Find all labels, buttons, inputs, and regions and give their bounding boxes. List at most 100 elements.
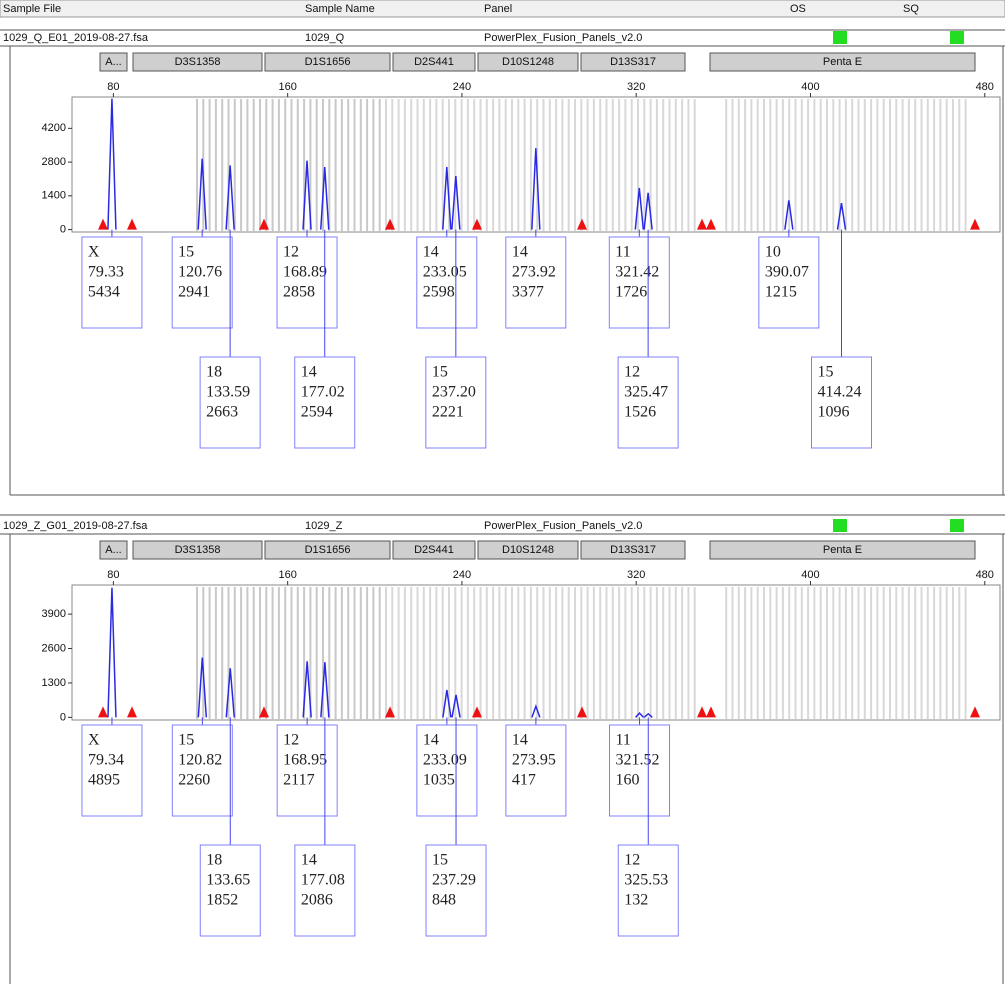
peak-label-box[interactable] xyxy=(416,724,478,817)
peak-label-box[interactable] xyxy=(505,724,567,817)
peak-label-box[interactable] xyxy=(171,724,233,817)
peak-label-box[interactable] xyxy=(617,844,679,937)
peak-label-box[interactable] xyxy=(81,236,143,329)
marker-button[interactable] xyxy=(99,540,128,560)
allele-label: 12 xyxy=(283,244,299,261)
size-standard-marker xyxy=(385,218,395,230)
os-indicator xyxy=(833,519,847,532)
size-standard-marker xyxy=(706,706,716,718)
peak-label-box[interactable] xyxy=(617,356,679,449)
sample-name: 1029_Q xyxy=(305,32,345,44)
sq-indicator xyxy=(950,31,964,44)
size-label: 273.95 xyxy=(512,752,556,769)
peak xyxy=(451,694,461,718)
peak xyxy=(225,668,236,718)
marker-label: D2S441 xyxy=(414,56,454,68)
size-label: 325.47 xyxy=(624,384,668,401)
size-label: 177.08 xyxy=(301,872,345,889)
peak xyxy=(451,175,461,230)
marker-button[interactable] xyxy=(264,52,391,72)
marker-button[interactable] xyxy=(392,540,476,560)
allele-label: 15 xyxy=(817,364,833,381)
peak-label-box[interactable] xyxy=(276,236,338,329)
size-label: 79.33 xyxy=(88,264,124,281)
peak xyxy=(107,587,117,718)
height-label: 2086 xyxy=(301,892,333,909)
allele-label: 18 xyxy=(206,364,222,381)
size-label: 414.24 xyxy=(817,384,861,401)
allele-label: 18 xyxy=(206,852,222,869)
marker-button[interactable] xyxy=(477,52,579,72)
marker-label: D1S1656 xyxy=(305,56,351,68)
size-label: 79.34 xyxy=(88,752,124,769)
height-label: 2941 xyxy=(178,284,210,301)
column-header xyxy=(0,0,1005,18)
marker-button[interactable] xyxy=(264,540,391,560)
plot-area xyxy=(71,584,1001,721)
marker-button[interactable] xyxy=(709,52,976,72)
peak-label-box[interactable] xyxy=(276,724,338,817)
size-label: 237.29 xyxy=(432,872,476,889)
marker-button[interactable] xyxy=(392,52,476,72)
allele-label: 14 xyxy=(301,852,317,869)
marker-label: Penta E xyxy=(823,56,862,68)
marker-button[interactable] xyxy=(99,52,128,72)
x-tick-label: 240 xyxy=(453,81,471,93)
peak-label-box[interactable] xyxy=(199,356,261,449)
peak-label-box[interactable] xyxy=(609,724,671,817)
y-tick-label: 1300 xyxy=(42,677,66,689)
x-tick-label: 240 xyxy=(453,569,471,581)
peak xyxy=(319,167,330,230)
peak-label-box[interactable] xyxy=(425,356,487,449)
peak-label-box[interactable] xyxy=(758,236,820,329)
peak-label-box[interactable] xyxy=(505,236,567,329)
height-label: 5434 xyxy=(88,284,120,301)
height-label: 2598 xyxy=(423,284,455,301)
size-label: 325.53 xyxy=(624,872,668,889)
size-standard-marker xyxy=(385,706,395,718)
size-standard-marker xyxy=(706,218,716,230)
x-tick-label: 320 xyxy=(627,81,645,93)
sample-name: 1029_Z xyxy=(305,520,343,532)
column-label: Sample Name xyxy=(305,3,375,15)
marker-button[interactable] xyxy=(580,540,686,560)
marker-label: D10S1248 xyxy=(502,544,554,556)
marker-button[interactable] xyxy=(709,540,976,560)
allele-label: 15 xyxy=(178,732,194,749)
size-label: 390.07 xyxy=(765,264,809,281)
peak-label-box[interactable] xyxy=(199,844,261,937)
peak-label-box[interactable] xyxy=(81,724,143,817)
peak xyxy=(197,657,208,718)
marker-label: Penta E xyxy=(823,544,862,556)
peak-label-box[interactable] xyxy=(608,236,670,329)
peak-label-box[interactable] xyxy=(171,236,233,329)
peak-label-box[interactable] xyxy=(294,356,356,449)
size-standard-marker xyxy=(577,218,587,230)
allele-label: 11 xyxy=(616,732,631,749)
peak-label-box[interactable] xyxy=(810,356,872,449)
peak xyxy=(784,200,794,230)
x-tick-label: 160 xyxy=(278,569,296,581)
marker-button[interactable] xyxy=(580,52,686,72)
peak-label-box[interactable] xyxy=(416,236,478,329)
peak-label-box[interactable] xyxy=(294,844,356,937)
column-label: OS xyxy=(790,3,806,15)
size-label: 273.92 xyxy=(512,264,556,281)
peak xyxy=(531,704,541,718)
marker-button[interactable] xyxy=(477,540,579,560)
size-label: 233.05 xyxy=(423,264,467,281)
peak-label-box[interactable] xyxy=(425,844,487,937)
size-standard-marker xyxy=(127,706,137,718)
marker-button[interactable] xyxy=(132,540,263,560)
size-label: 120.82 xyxy=(178,752,222,769)
height-label: 1215 xyxy=(765,284,797,301)
marker-button[interactable] xyxy=(132,52,263,72)
y-tick-label: 0 xyxy=(60,223,66,235)
x-tick-label: 80 xyxy=(107,569,119,581)
peak xyxy=(836,203,847,230)
x-tick-label: 160 xyxy=(278,81,296,93)
height-label: 1852 xyxy=(206,892,238,909)
marker-label: D13S317 xyxy=(610,56,656,68)
allele-label: 12 xyxy=(283,732,299,749)
